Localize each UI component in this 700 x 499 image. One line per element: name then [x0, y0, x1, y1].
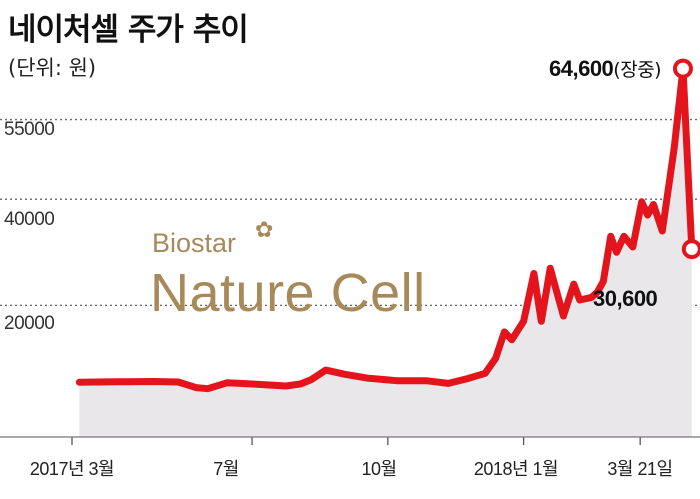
chart-title: 네이처셀 주가 추이: [8, 12, 249, 48]
high-point-marker: [672, 58, 693, 79]
y-tick-label: 40000: [4, 209, 55, 230]
high-value: 64,600: [549, 56, 614, 81]
high-value-annotation: 64,600(장중): [549, 55, 662, 82]
y-tick-label: 55000: [4, 119, 55, 140]
flower-icon: ✿: [255, 218, 274, 243]
x-tick-label: 7월: [213, 459, 239, 479]
last-point-marker: [681, 239, 700, 260]
last-value-annotation: 30,600: [593, 286, 658, 311]
x-tick-label: 3월 21일: [607, 459, 673, 479]
unit-label: (단위: 원): [8, 56, 97, 80]
x-tick-label: 2018년 1월: [473, 459, 559, 479]
x-tick-label: 2017년 3월: [29, 459, 115, 479]
y-tick-label: 20000: [4, 313, 55, 334]
brand-name-top: Biostar: [152, 228, 237, 258]
price-series-line: [75, 65, 696, 393]
brand-name-main: Nature Cell: [150, 263, 426, 323]
high-note: (장중): [613, 59, 662, 81]
x-tick-label: 10월: [361, 459, 397, 479]
price-area-fill: [79, 68, 692, 437]
